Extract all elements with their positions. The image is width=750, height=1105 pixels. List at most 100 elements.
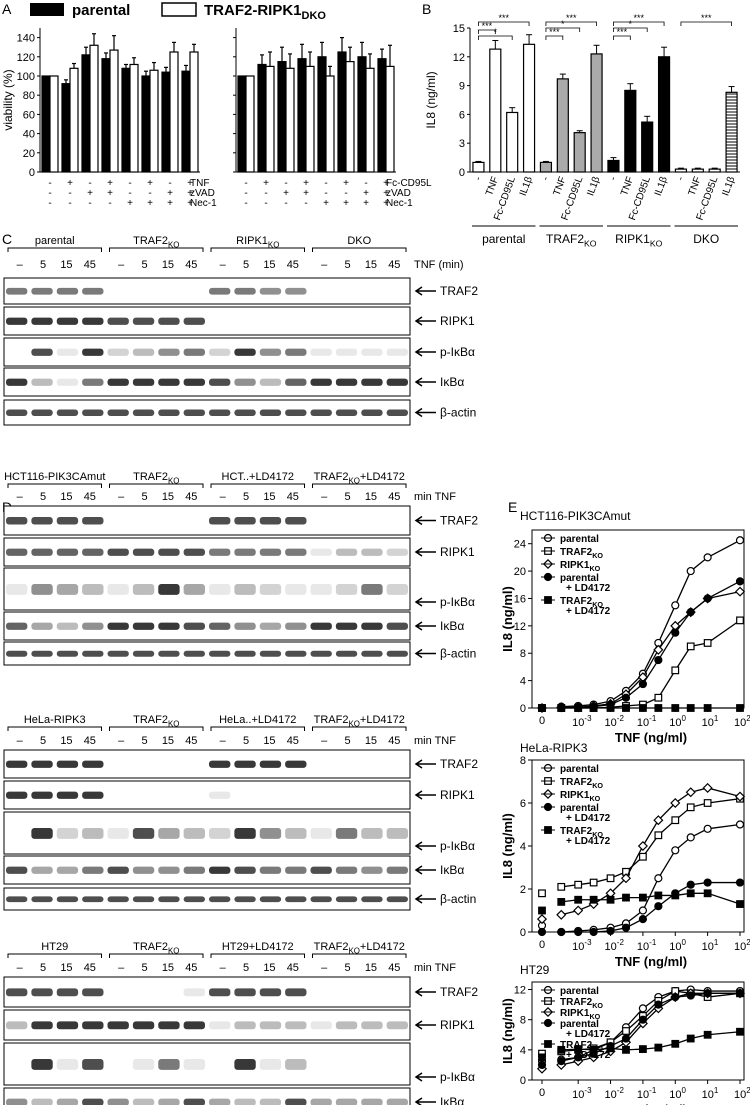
blot-d-row-band xyxy=(285,583,307,595)
legend-label-main: parental xyxy=(560,573,599,584)
data-point xyxy=(606,1044,615,1053)
treatment-sign: - xyxy=(364,178,367,189)
treatment-sign: + xyxy=(67,178,73,189)
bar xyxy=(317,56,327,173)
data-point xyxy=(671,992,680,1002)
lane-group-bracket xyxy=(312,483,407,488)
blot-d-row-band xyxy=(259,1058,282,1070)
treatment-label: zVAD xyxy=(386,188,411,199)
data-point xyxy=(589,878,598,887)
group-label-sub: KO xyxy=(650,239,663,249)
lane-group-label-main: TRAF2 xyxy=(314,471,349,483)
lane-group-bracket xyxy=(109,247,204,252)
data-point xyxy=(671,816,680,825)
sig-bracket xyxy=(478,35,513,40)
legend-label-line2: + LD4172 xyxy=(566,606,611,617)
lane-group-label-main: RIPK1 xyxy=(236,235,268,247)
time-label: 5 xyxy=(243,259,249,271)
blot-d-row-band xyxy=(31,896,53,903)
legend-label: RIPK1KO xyxy=(560,790,601,803)
time-label: 45 xyxy=(287,259,299,271)
blot-d-row-band xyxy=(335,1021,358,1030)
treatment-sign: + xyxy=(127,198,133,209)
blot-d-row-band xyxy=(132,1058,155,1070)
lane-group-label-main: HCT116-PIK3CAmut xyxy=(4,471,105,483)
data-point xyxy=(574,1053,583,1062)
lane-group-label-sub: KO xyxy=(348,946,359,955)
blot-d-row-band xyxy=(234,1098,256,1105)
time-label: 15 xyxy=(60,259,72,271)
blot-c-row-band xyxy=(158,409,180,416)
band-arrow xyxy=(414,759,436,769)
y-tick-label: 40 xyxy=(23,129,35,141)
lane-group-label: TRAF2KO xyxy=(133,235,179,249)
blot-d-row-band xyxy=(183,1058,205,1070)
band-label: RIPK1 xyxy=(440,788,475,802)
legend-label: parental xyxy=(560,803,599,814)
data-point xyxy=(686,642,695,651)
blot-d-row-band xyxy=(82,988,104,997)
blot-d-row-band xyxy=(107,622,129,630)
blot-d-row-band xyxy=(285,1021,307,1030)
blot-c-row-band xyxy=(107,317,129,325)
data-point xyxy=(703,594,712,603)
band-label: β-actin xyxy=(440,406,476,420)
data-point xyxy=(622,1045,630,1054)
treatment-sign: - xyxy=(128,178,131,189)
data-point xyxy=(671,846,680,855)
blot-d-row-band xyxy=(183,827,205,839)
blot-d-row-band xyxy=(56,1098,79,1105)
blot-d-row-band xyxy=(158,548,180,556)
time-label: 15 xyxy=(60,962,72,974)
blot-c-row-band xyxy=(31,317,53,325)
blot-d-row-band xyxy=(335,827,358,839)
blot-c-row-band xyxy=(31,378,53,386)
bar xyxy=(539,161,553,173)
data-point xyxy=(671,891,680,900)
blot-d-row-band xyxy=(259,896,282,903)
panel-b-ylabel: IL8 (ng/ml) xyxy=(424,71,438,128)
blot-d-row-band xyxy=(209,896,231,903)
time-label: – xyxy=(321,259,328,271)
time-label: 15 xyxy=(162,962,174,974)
treatment-sign: - xyxy=(128,188,131,199)
sig-bracket xyxy=(613,21,665,26)
data-point xyxy=(734,586,746,597)
blot-d-row-band xyxy=(82,1058,104,1070)
sig-bracket xyxy=(478,29,496,34)
blot-d-row-band xyxy=(285,548,307,556)
blot-d-row-band xyxy=(335,583,358,595)
lane-group-bracket xyxy=(7,726,102,731)
blot-d-row-band xyxy=(361,1021,383,1030)
bar xyxy=(624,89,637,173)
treatment-sign: - xyxy=(88,178,91,189)
bar xyxy=(277,60,287,173)
blot-d-row-band xyxy=(285,760,307,768)
time-axis-label: min TNF xyxy=(414,735,456,747)
bar xyxy=(169,51,179,173)
blot-d-row-band xyxy=(56,760,79,768)
x-tick-base: 10 xyxy=(637,1089,649,1101)
bar xyxy=(149,69,159,173)
series-line xyxy=(561,881,740,933)
x-tick-label: TNF xyxy=(484,175,501,197)
blot-d-row-band xyxy=(31,548,53,556)
blot-d-row-band xyxy=(259,988,282,997)
data-point xyxy=(557,882,566,891)
blot-d-row-frame xyxy=(3,887,411,911)
blot-c-row-band xyxy=(361,378,383,386)
x-tick-exp: 0 xyxy=(682,1086,687,1095)
blot-c-row-band xyxy=(335,348,358,356)
x-tick-base: 10 xyxy=(605,941,617,953)
data-point xyxy=(654,891,663,900)
group-label-main: parental xyxy=(482,232,525,246)
data-point xyxy=(638,906,648,915)
legend-label: TRAF2KO xyxy=(560,547,603,560)
legend-label: parental xyxy=(560,573,599,584)
data-point xyxy=(736,1027,744,1036)
blot-d-row-band xyxy=(285,1058,307,1070)
y-tick-label: 6 xyxy=(459,109,465,121)
group-label: RIPK1KO xyxy=(615,232,662,249)
